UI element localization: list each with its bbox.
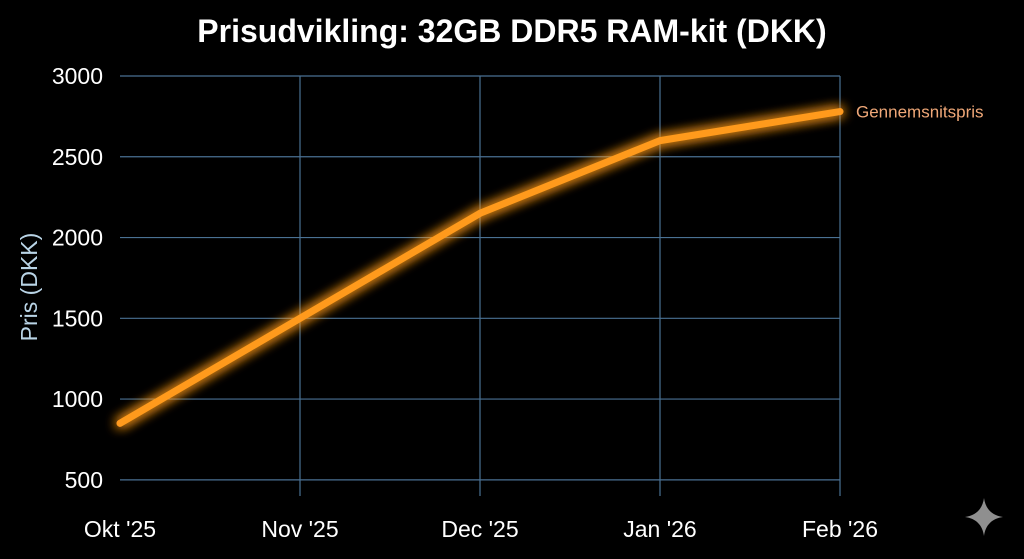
y-tick-label: 3000 [52,63,103,89]
gridlines [120,75,841,496]
x-tick-label: Jan '26 [623,516,696,542]
x-tick-label: Okt '25 [84,516,156,542]
sparkle-icon [965,498,1003,536]
y-axis-title: Pris (DKK) [16,233,42,342]
data-point [116,420,124,427]
data-point [476,210,484,217]
series-layer: Gennemsnitspris [116,103,984,427]
tick-labels: 3000 2500 2000 1500 1000 500 Okt '25 Nov '25 Dec… [52,63,878,542]
data-point [296,315,304,322]
y-tick-label: 2500 [52,144,103,170]
data-point [836,108,844,115]
y-tick-label: 500 [65,467,103,493]
y-tick-label: 1000 [52,386,103,412]
chart-title: Prisudvikling: 32GB DDR5 RAM-kit (DKK) [197,13,826,49]
data-point [656,137,664,144]
y-tick-label: 1500 [52,305,103,331]
x-tick-label: Feb '26 [802,516,878,542]
x-tick-label: Dec '25 [441,516,518,542]
y-tick-label: 2000 [52,225,103,251]
series-label: Gennemsnitspris [856,103,984,122]
x-tick-label: Nov '25 [261,516,338,542]
